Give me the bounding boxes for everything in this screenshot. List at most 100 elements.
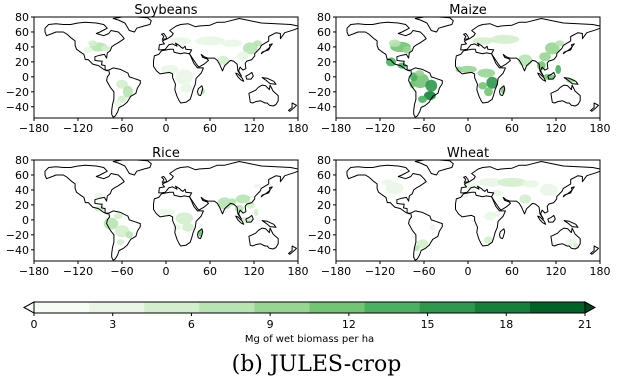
biomass-patch bbox=[491, 189, 504, 196]
biomass-patch bbox=[429, 224, 436, 231]
biomass-patch bbox=[245, 201, 255, 209]
figure-caption: (b) JULES-crop bbox=[231, 352, 402, 377]
biomass-patch bbox=[175, 69, 194, 85]
y-tick-label: 20 bbox=[15, 56, 29, 69]
land-indonesia1 bbox=[235, 216, 244, 225]
biomass-patch bbox=[122, 85, 133, 98]
biomass-patch bbox=[182, 222, 194, 232]
biomass-patch bbox=[397, 62, 407, 69]
biomass-patch bbox=[425, 79, 438, 92]
biomass-patch bbox=[113, 100, 122, 106]
biomass-patch bbox=[521, 180, 540, 188]
y-tick-label: 0 bbox=[324, 214, 331, 227]
biomass-patch bbox=[478, 82, 488, 90]
biomass-patch bbox=[101, 45, 111, 52]
coastline-southAmerica bbox=[408, 210, 443, 261]
land-australia bbox=[248, 85, 279, 106]
y-tick-label: 20 bbox=[317, 56, 331, 69]
x-tick-label: −120 bbox=[63, 265, 93, 278]
coastline-northAmerica bbox=[44, 164, 125, 215]
land-newGuinea bbox=[262, 77, 276, 85]
biomass-patch bbox=[455, 66, 463, 73]
land-areas bbox=[347, 160, 600, 261]
x-tick-label: −60 bbox=[412, 122, 435, 135]
colorbar-tick-label: 9 bbox=[267, 318, 274, 331]
land-greenland bbox=[113, 17, 152, 32]
y-tick-label: −20 bbox=[6, 229, 29, 242]
x-tick-label: −180 bbox=[321, 122, 351, 135]
y-tick-label: 80 bbox=[317, 154, 331, 167]
colorbar-segment bbox=[89, 302, 145, 313]
y-tick-label: 40 bbox=[317, 184, 331, 197]
x-tick-label: 60 bbox=[505, 265, 519, 278]
coastline-madagascar bbox=[197, 85, 204, 97]
land-indonesia1 bbox=[537, 73, 546, 82]
biomass-patch bbox=[484, 87, 493, 97]
coastline-madagascar bbox=[499, 85, 506, 97]
colorbar-extend-max bbox=[584, 301, 597, 314]
coastline-australia bbox=[550, 84, 581, 107]
coastline-newZealand bbox=[590, 245, 599, 255]
panel-title: Maize bbox=[449, 3, 487, 18]
biomass-patch bbox=[484, 211, 496, 221]
biomass-patch bbox=[555, 40, 565, 47]
colorbar-segment bbox=[309, 302, 366, 313]
biomass-patch bbox=[564, 239, 577, 246]
coastline-newGuinea bbox=[563, 77, 579, 85]
coastline-indonesia1 bbox=[537, 215, 547, 225]
x-tick-label: 60 bbox=[203, 265, 217, 278]
biomass-patch bbox=[221, 39, 243, 47]
x-tick-label: −120 bbox=[365, 265, 395, 278]
y-tick-label: 20 bbox=[15, 199, 29, 212]
biomass-patch bbox=[94, 192, 103, 199]
coastline-japan bbox=[260, 186, 273, 198]
colorbar-tick-label: 0 bbox=[31, 318, 38, 331]
coastline-indonesia2 bbox=[245, 71, 254, 80]
coastline-japan bbox=[562, 43, 575, 55]
biomass-patch bbox=[381, 179, 394, 186]
y-tick-label: 80 bbox=[15, 11, 29, 24]
x-tick-label: 120 bbox=[244, 265, 265, 278]
land-greenland bbox=[415, 17, 454, 32]
x-tick-label: −60 bbox=[110, 265, 133, 278]
biomass-patch bbox=[418, 95, 427, 104]
land-indonesia2 bbox=[245, 72, 254, 80]
map-panel-wheat: Wheat −180 −120 −60 0 60 120 180 80 60 40 20 0 −20 −40 bbox=[308, 146, 611, 278]
biomass-patch bbox=[484, 236, 493, 244]
x-tick-label: 180 bbox=[288, 265, 309, 278]
land-greenland bbox=[113, 160, 152, 175]
biomass-patch bbox=[254, 208, 259, 217]
biomass-patch bbox=[253, 40, 263, 47]
colorbar-segment bbox=[529, 302, 586, 313]
colorbar-tick-label: 21 bbox=[578, 318, 592, 331]
biomass-patch bbox=[116, 239, 125, 246]
coastlines bbox=[346, 160, 600, 261]
colorbar-tick-label: 6 bbox=[188, 318, 195, 331]
x-tick-label: 0 bbox=[465, 265, 472, 278]
biomass-patch bbox=[413, 245, 420, 252]
biomass-patch bbox=[157, 208, 175, 217]
y-tick-label: 0 bbox=[22, 214, 29, 227]
colorbar-extend-min bbox=[22, 301, 35, 314]
y-tick-label: 60 bbox=[317, 26, 331, 39]
biomass-patch bbox=[497, 177, 527, 187]
coastline-japan bbox=[260, 43, 273, 55]
coastline-newGuinea bbox=[563, 220, 579, 228]
colorbar-segment bbox=[419, 302, 476, 313]
land-indonesia1 bbox=[235, 73, 244, 82]
biomass-patch bbox=[542, 73, 555, 80]
coastline-japan bbox=[562, 186, 575, 198]
biomass-patch bbox=[494, 210, 501, 217]
coastline-africa bbox=[153, 48, 204, 104]
x-tick-label: 120 bbox=[244, 122, 265, 135]
x-tick-label: 60 bbox=[203, 122, 217, 135]
biomass-patch bbox=[519, 194, 532, 204]
coastline-africa bbox=[153, 191, 204, 247]
colorbar: 0 3 6 9 12 15 18 21 Mg of wet biomass per ha bbox=[22, 301, 597, 345]
biomass-patch bbox=[409, 80, 416, 89]
biomass-patch bbox=[490, 34, 520, 44]
y-tick-label: −20 bbox=[6, 86, 29, 99]
y-tick-label: 60 bbox=[15, 26, 29, 39]
y-tick-label: 60 bbox=[15, 169, 29, 182]
biomass-patch bbox=[459, 193, 469, 199]
